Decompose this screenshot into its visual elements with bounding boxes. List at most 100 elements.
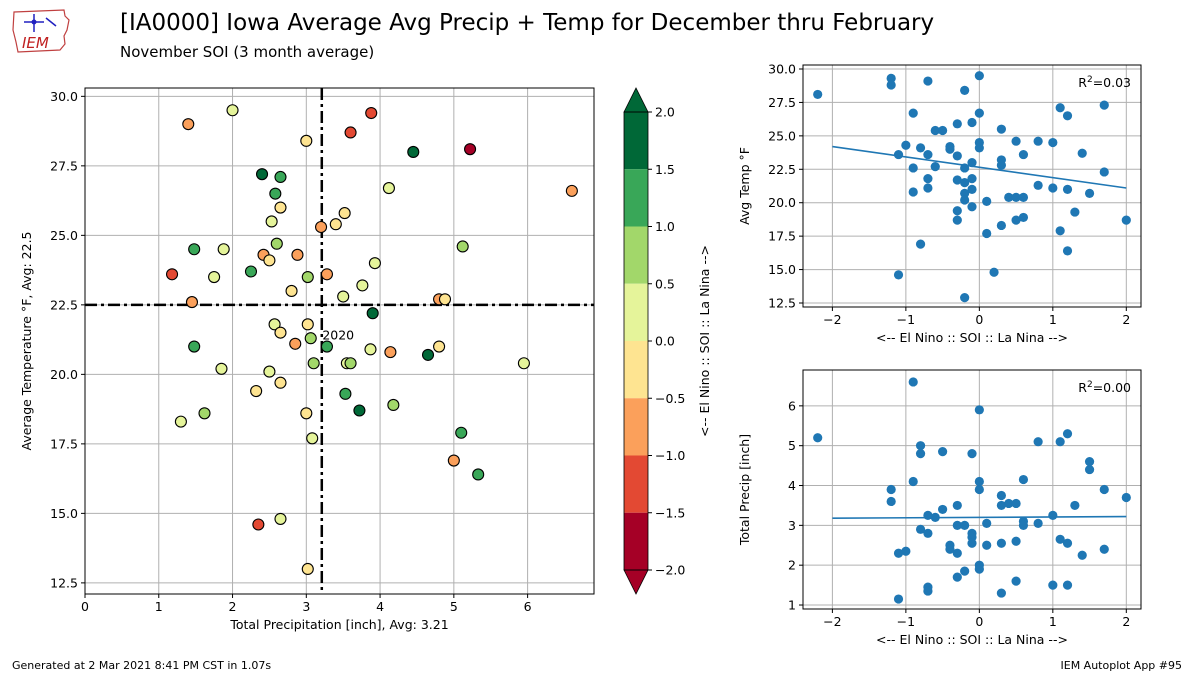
app-label: IEM Autoplot App #95 — [1060, 659, 1183, 672]
x-tick-label: 2 — [229, 599, 237, 614]
data-point — [923, 76, 933, 86]
x-tick-label: 0 — [975, 312, 983, 327]
data-point — [517, 357, 530, 370]
data-point — [1062, 111, 1073, 121]
r-squared-label: R2=0.00 — [1078, 380, 1131, 395]
y-tick-label: 17.5 — [768, 229, 796, 244]
colorbar-segment — [624, 455, 648, 513]
data-point — [1062, 538, 1073, 548]
data-point — [960, 520, 970, 530]
colorbar-tick-label: −1.0 — [655, 448, 685, 463]
data-point — [1099, 100, 1109, 110]
data-point — [1062, 580, 1073, 590]
data-point — [1084, 464, 1095, 475]
data-point — [268, 318, 281, 331]
y-tick-label: 27.5 — [50, 158, 78, 173]
x-tick-label: 3 — [302, 599, 310, 614]
data-point — [270, 237, 283, 250]
data-point — [300, 134, 313, 147]
data-point — [901, 546, 911, 556]
data-point — [1099, 484, 1109, 495]
y-tick-label: 20.0 — [50, 367, 78, 382]
data-point — [315, 220, 328, 234]
colorbar-segment — [624, 226, 648, 284]
data-point — [960, 188, 970, 198]
data-point — [464, 143, 477, 156]
r-squared-label: R2=0.03 — [1078, 75, 1131, 90]
data-point — [886, 80, 896, 90]
y-tick-label: 12.5 — [50, 575, 78, 590]
data-point — [908, 377, 918, 387]
data-point — [182, 118, 195, 131]
data-point — [982, 518, 992, 528]
data-point — [1018, 212, 1029, 223]
y-axis-label: Avg Temp °F — [737, 147, 752, 225]
data-point — [1077, 148, 1087, 158]
x-tick-label: 1 — [155, 599, 163, 614]
x-tick-label: −2 — [823, 614, 841, 629]
data-point — [915, 143, 926, 153]
colorbar-label: <-- El Nino :: SOI :: La Nina --> — [697, 245, 712, 437]
colorbar-tick-label: −0.5 — [655, 391, 685, 406]
data-point — [337, 290, 350, 303]
data-point — [952, 151, 962, 161]
data-point — [165, 268, 179, 281]
data-point — [974, 484, 984, 495]
data-point — [185, 296, 199, 309]
data-point — [967, 184, 977, 194]
data-point — [813, 433, 823, 443]
data-point — [1011, 136, 1021, 146]
data-point — [447, 454, 460, 467]
colorbar-segment — [624, 112, 648, 170]
data-point — [893, 594, 904, 604]
data-point — [320, 340, 334, 353]
data-point — [1033, 136, 1043, 146]
y-tick-label: 25.0 — [768, 128, 796, 143]
data-point — [893, 270, 904, 280]
data-point — [188, 243, 201, 256]
data-point — [301, 318, 314, 331]
data-point — [174, 415, 187, 428]
data-point — [472, 468, 485, 481]
x-tick-label: 1 — [1049, 614, 1057, 629]
data-point — [908, 187, 918, 197]
data-point — [974, 476, 984, 487]
data-point — [1004, 192, 1014, 202]
colorbar-tick-label: 1.5 — [655, 162, 675, 177]
data-point — [307, 357, 320, 370]
colorbar-extend-min — [623, 569, 649, 595]
x-axis-label: <-- El Nino :: SOI :: La Nina --> — [876, 632, 1068, 647]
data-point — [967, 449, 977, 459]
y-tick-label: 20.0 — [768, 195, 796, 210]
y-tick-label: 27.5 — [768, 95, 796, 110]
data-point — [1055, 226, 1065, 236]
data-point — [974, 108, 984, 118]
data-point — [384, 346, 397, 359]
y-tick-label: 15.0 — [50, 506, 78, 521]
data-point — [263, 254, 276, 267]
y-tick-label: 2 — [788, 558, 796, 573]
chart-title: [IA0000] Iowa Average Avg Precip + Temp … — [120, 10, 935, 36]
data-point — [960, 195, 970, 205]
data-point — [996, 500, 1006, 511]
data-point — [344, 126, 357, 139]
data-point — [952, 206, 962, 216]
data-point — [1048, 137, 1058, 148]
data-point — [908, 108, 918, 118]
data-point — [967, 158, 977, 168]
data-point — [1121, 215, 1131, 225]
data-point — [217, 243, 230, 256]
data-point — [967, 117, 977, 128]
axes-frame — [802, 64, 1142, 308]
data-point — [438, 293, 452, 306]
data-point — [285, 284, 298, 298]
data-point — [952, 215, 962, 225]
colorbar-tick-label: 2.0 — [655, 105, 675, 120]
data-point — [306, 432, 319, 445]
data-point — [967, 538, 977, 548]
y-tick-label: 30.0 — [768, 62, 796, 77]
data-point — [974, 564, 984, 574]
data-point — [1077, 550, 1087, 560]
